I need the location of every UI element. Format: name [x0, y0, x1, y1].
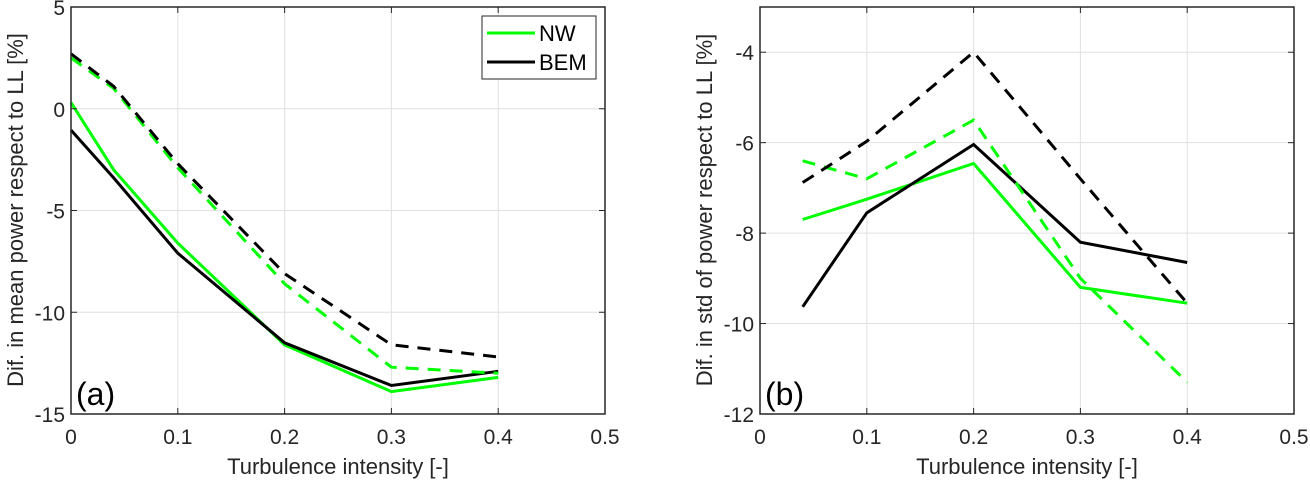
x-tick-label: 0.1 — [852, 426, 881, 449]
x-tick-label: 0.4 — [484, 426, 514, 449]
x-tick-label: 0.1 — [163, 426, 192, 449]
x-tick-label: 0.3 — [377, 426, 406, 449]
chart-panel-b: Dif. in std of power respect to LL [%] T… — [692, 6, 1309, 479]
y-axis-label: Dif. in mean power respect to LL [%] — [3, 33, 28, 387]
y-tick-label: -6 — [735, 133, 754, 156]
x-tick-label: 0.4 — [1173, 426, 1203, 449]
series-line-nw-solid — [802, 161, 1188, 305]
legend: NW BEM — [481, 15, 597, 80]
y-axis-label: Dif. in std of power respect to LL [%] — [692, 34, 717, 387]
panel-label: (b) — [765, 376, 804, 412]
x-axis-label: Turbulence intensity [-] — [227, 454, 449, 479]
y-tick-label: -8 — [735, 223, 754, 246]
legend-box — [481, 15, 597, 80]
series-line-nw-dashed — [802, 118, 1189, 384]
y-tick-label: -10 — [35, 302, 65, 325]
y-tick-label: -12 — [724, 404, 754, 427]
y-tick-label: -4 — [735, 42, 754, 65]
series-line-nw-dashed — [70, 56, 499, 375]
x-tick-label: 0.5 — [1279, 426, 1308, 449]
series-line-bem-solid — [69, 129, 499, 388]
x-tick-label: 0.3 — [1066, 426, 1095, 449]
y-tick-label: 0 — [53, 99, 65, 122]
x-tick-label: 0.5 — [590, 426, 619, 449]
legend-label: BEM — [539, 50, 587, 75]
x-tick-label: 0 — [65, 426, 77, 449]
grid — [760, 7, 1294, 414]
series-line-bem-solid — [801, 142, 1188, 308]
panel-label: (a) — [76, 376, 115, 412]
series-line-bem-dashed — [70, 52, 499, 359]
y-tick-label: -10 — [724, 314, 754, 337]
x-tick-label: 0.2 — [959, 426, 988, 449]
x-axis-label: Turbulence intensity [-] — [916, 454, 1138, 479]
x-tick-label: 0 — [754, 426, 766, 449]
series-line-bem-dashed — [801, 50, 1189, 305]
x-tick-label: 0.2 — [270, 426, 299, 449]
legend-label: NW — [539, 21, 576, 46]
chart-panel-a: Dif. in mean power respect to LL [%] Tur… — [3, 0, 620, 479]
series-line-nw-solid — [69, 101, 499, 394]
y-tick-label: -15 — [35, 404, 65, 427]
y-tick-label: 5 — [53, 0, 65, 20]
axes-box — [759, 6, 1295, 415]
y-tick-label: -5 — [46, 201, 65, 224]
